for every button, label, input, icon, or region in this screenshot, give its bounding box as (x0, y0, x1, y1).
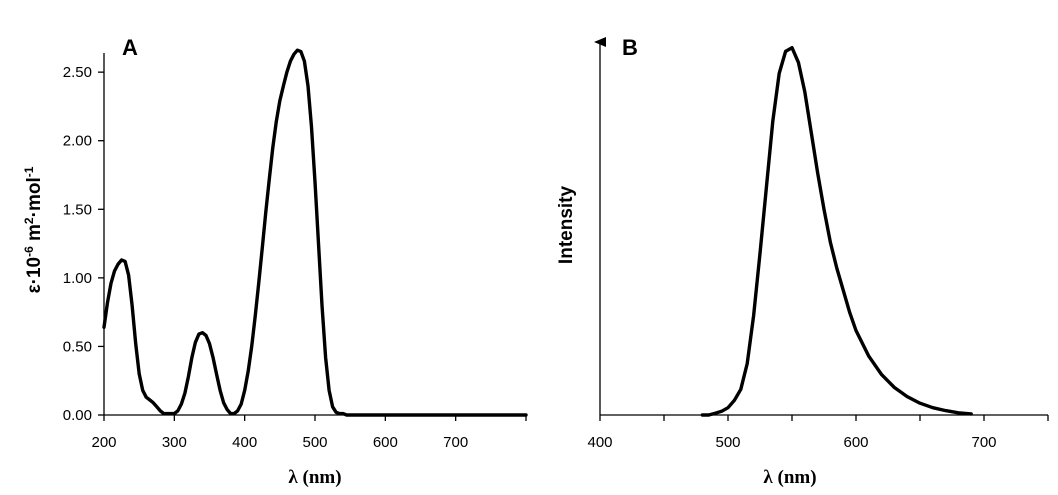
panel-b-y-axis-title: Intensity (556, 186, 577, 265)
panel-a-x-tick-label: 500 (302, 434, 327, 451)
panel-b-label: B (622, 35, 638, 60)
panel-b-x-axis-title: λ (nm) (763, 467, 816, 488)
panel-b-emission-chart: B Intensity λ (nm) 400 500 600 700 (556, 35, 1049, 488)
panel-a-y-tick-label: 0.50 (63, 338, 92, 355)
panel-b-emission-curve (700, 46, 973, 417)
panel-a-x-tick-label: 200 (91, 434, 116, 451)
panel-b-x-tick-label: 700 (971, 434, 996, 451)
panel-a-x-tick-label: 400 (232, 434, 257, 451)
panel-a-y-tick-label: 0.00 (63, 407, 92, 424)
panel-a-y-tick-label: 1.00 (63, 270, 92, 287)
panel-a-label: A (122, 35, 138, 60)
panel-b-x-tick-label: 500 (715, 434, 740, 451)
panel-a-y-tick-label: 2.50 (63, 64, 92, 81)
panel-a-x-tick-label: 300 (162, 434, 187, 451)
panel-a-x-axis-title: λ (nm) (288, 467, 341, 488)
panel-a-y-tick-label: 2.00 (63, 133, 92, 150)
panel-a-y-axis-title: ε·10-6 m2·mol-1 (22, 166, 45, 293)
panel-a-absorption-chart: A ε·10-6 m2·mol-1 λ (nm) 200 300 400 500 600… (22, 35, 528, 488)
panel-b-x-tick-label: 400 (587, 434, 612, 451)
panel-a-x-tick-label: 700 (443, 434, 468, 451)
panel-a-y-tick-label: 1.50 (63, 201, 92, 218)
panel-a-absorption-curve (102, 48, 528, 417)
panel-b-x-tick-label: 600 (843, 434, 868, 451)
panel-a-x-tick-label: 600 (373, 434, 398, 451)
